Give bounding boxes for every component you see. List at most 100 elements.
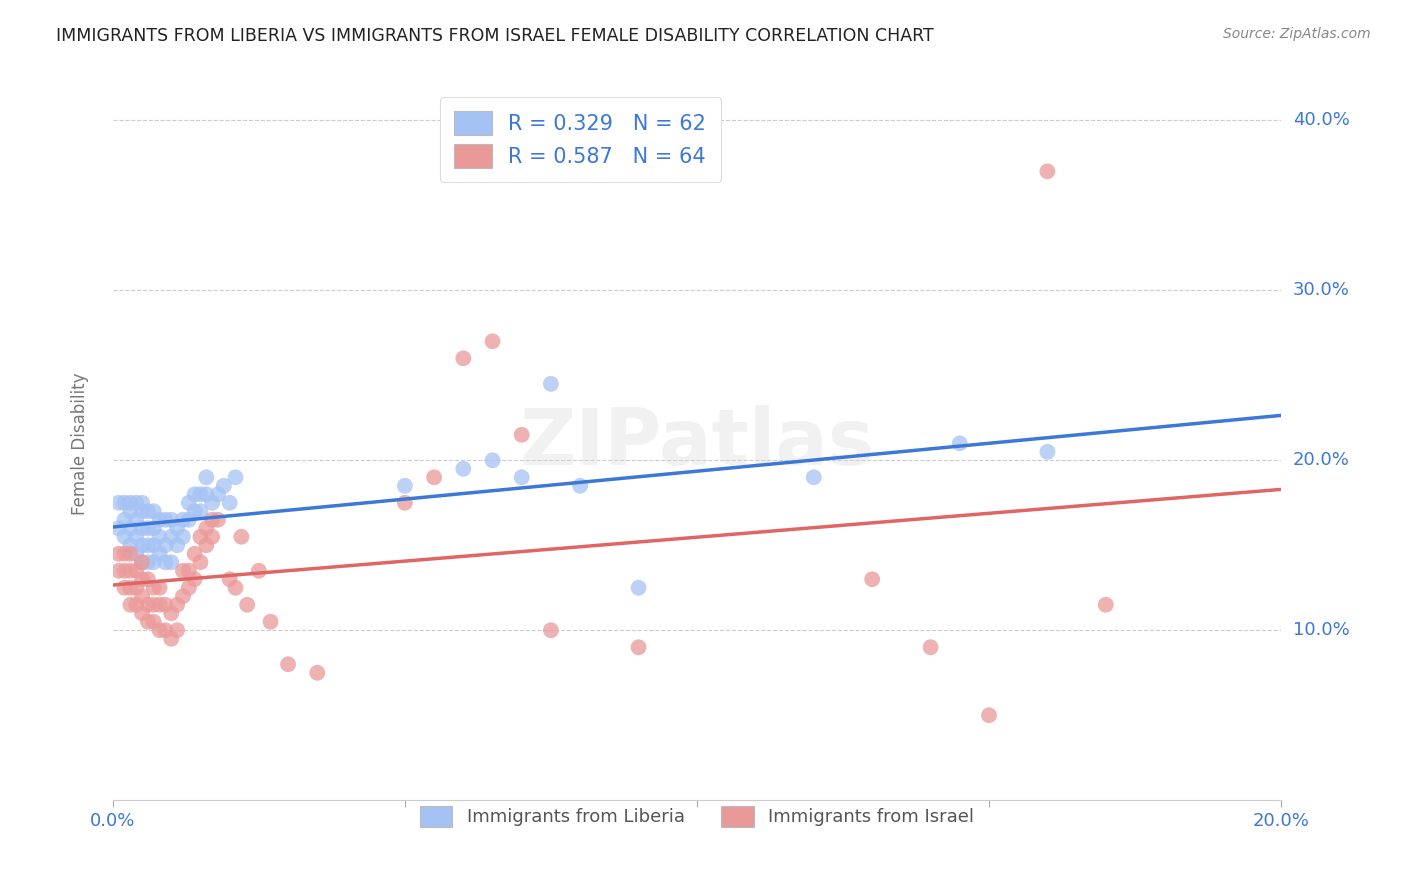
Point	[1094, 598, 1116, 612]
Point	[114, 513, 136, 527]
Point	[125, 496, 148, 510]
Point	[627, 640, 650, 655]
Point	[166, 538, 188, 552]
Point	[201, 496, 224, 510]
Point	[190, 504, 212, 518]
Point	[148, 598, 170, 612]
Point	[114, 547, 136, 561]
Point	[195, 538, 218, 552]
Text: IMMIGRANTS FROM LIBERIA VS IMMIGRANTS FROM ISRAEL FEMALE DISABILITY CORRELATION : IMMIGRANTS FROM LIBERIA VS IMMIGRANTS FR…	[56, 27, 934, 45]
Point	[148, 530, 170, 544]
Point	[920, 640, 942, 655]
Point	[120, 598, 142, 612]
Point	[218, 496, 240, 510]
Point	[190, 487, 212, 501]
Point	[136, 504, 159, 518]
Point	[107, 496, 129, 510]
Point	[277, 657, 299, 672]
Point	[136, 521, 159, 535]
Point	[120, 504, 142, 518]
Point	[1036, 164, 1059, 178]
Point	[155, 538, 177, 552]
Point	[136, 598, 159, 612]
Legend: Immigrants from Liberia, Immigrants from Israel: Immigrants from Liberia, Immigrants from…	[413, 798, 981, 834]
Point	[142, 521, 165, 535]
Point	[131, 555, 153, 569]
Point	[155, 555, 177, 569]
Point	[201, 530, 224, 544]
Point	[190, 530, 212, 544]
Point	[160, 607, 183, 621]
Point	[225, 581, 247, 595]
Point	[114, 581, 136, 595]
Point	[453, 462, 475, 476]
Point	[155, 624, 177, 638]
Point	[225, 470, 247, 484]
Point	[114, 564, 136, 578]
Point	[803, 470, 825, 484]
Point	[120, 581, 142, 595]
Point	[114, 530, 136, 544]
Point	[172, 530, 194, 544]
Point	[423, 470, 446, 484]
Point	[1036, 444, 1059, 458]
Point	[166, 521, 188, 535]
Point	[977, 708, 1000, 723]
Point	[125, 530, 148, 544]
Point	[177, 564, 200, 578]
Point	[131, 572, 153, 586]
Point	[148, 624, 170, 638]
Point	[172, 589, 194, 603]
Point	[142, 581, 165, 595]
Text: ZIPatlas: ZIPatlas	[519, 405, 875, 482]
Point	[183, 487, 205, 501]
Point	[120, 538, 142, 552]
Point	[183, 572, 205, 586]
Point	[136, 572, 159, 586]
Text: 20.0%: 20.0%	[1292, 451, 1350, 469]
Point	[481, 334, 503, 349]
Point	[510, 470, 533, 484]
Point	[148, 513, 170, 527]
Y-axis label: Female Disability: Female Disability	[72, 372, 89, 515]
Point	[125, 598, 148, 612]
Point	[627, 581, 650, 595]
Point	[160, 632, 183, 646]
Point	[172, 513, 194, 527]
Point	[107, 564, 129, 578]
Point	[195, 470, 218, 484]
Point	[120, 521, 142, 535]
Point	[131, 555, 153, 569]
Point	[183, 504, 205, 518]
Point	[259, 615, 281, 629]
Point	[107, 547, 129, 561]
Point	[136, 555, 159, 569]
Point	[247, 564, 270, 578]
Point	[177, 513, 200, 527]
Point	[160, 513, 183, 527]
Text: 40.0%: 40.0%	[1292, 112, 1350, 129]
Point	[166, 624, 188, 638]
Point	[114, 496, 136, 510]
Point	[125, 564, 148, 578]
Point	[107, 521, 129, 535]
Point	[201, 513, 224, 527]
Point	[148, 581, 170, 595]
Point	[120, 564, 142, 578]
Point	[453, 351, 475, 366]
Point	[125, 513, 148, 527]
Point	[136, 538, 159, 552]
Point	[394, 479, 416, 493]
Point	[218, 572, 240, 586]
Point	[136, 615, 159, 629]
Point	[155, 598, 177, 612]
Text: Source: ZipAtlas.com: Source: ZipAtlas.com	[1223, 27, 1371, 41]
Point	[481, 453, 503, 467]
Point	[177, 581, 200, 595]
Point	[307, 665, 329, 680]
Point	[148, 547, 170, 561]
Point	[155, 513, 177, 527]
Point	[142, 555, 165, 569]
Point	[125, 581, 148, 595]
Point	[131, 496, 153, 510]
